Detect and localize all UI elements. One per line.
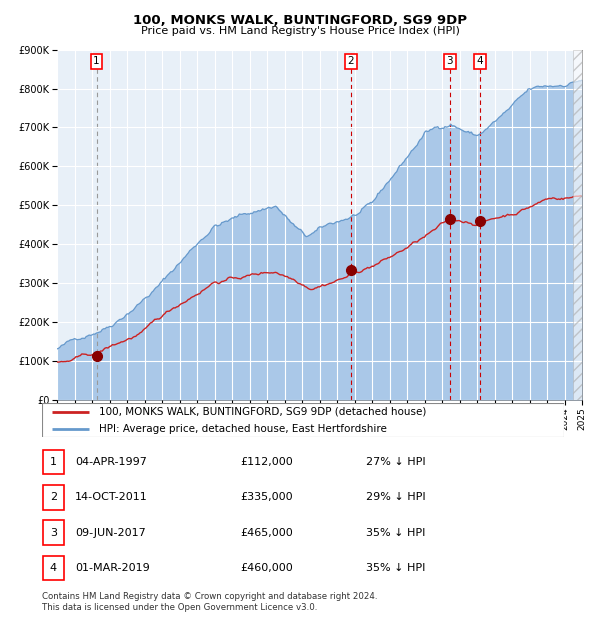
Text: £112,000: £112,000 (240, 457, 293, 467)
Text: 2: 2 (347, 56, 354, 66)
Text: £465,000: £465,000 (240, 528, 293, 538)
Text: 27% ↓ HPI: 27% ↓ HPI (366, 457, 425, 467)
Text: 100, MONKS WALK, BUNTINGFORD, SG9 9DP: 100, MONKS WALK, BUNTINGFORD, SG9 9DP (133, 14, 467, 27)
Bar (573, 50, 582, 400)
Text: 35% ↓ HPI: 35% ↓ HPI (366, 528, 425, 538)
Text: 3: 3 (50, 528, 57, 538)
Text: 4: 4 (476, 56, 483, 66)
Text: 29% ↓ HPI: 29% ↓ HPI (366, 492, 425, 502)
Text: Contains HM Land Registry data © Crown copyright and database right 2024.
This d: Contains HM Land Registry data © Crown c… (42, 592, 377, 611)
Text: 04-APR-1997: 04-APR-1997 (75, 457, 147, 467)
Text: 1: 1 (50, 457, 57, 467)
Text: 09-JUN-2017: 09-JUN-2017 (75, 528, 146, 538)
Text: 14-OCT-2011: 14-OCT-2011 (75, 492, 148, 502)
Text: Price paid vs. HM Land Registry's House Price Index (HPI): Price paid vs. HM Land Registry's House … (140, 26, 460, 36)
Text: 01-MAR-2019: 01-MAR-2019 (75, 563, 150, 573)
Text: 2: 2 (50, 492, 57, 502)
Text: £460,000: £460,000 (240, 563, 293, 573)
Text: HPI: Average price, detached house, East Hertfordshire: HPI: Average price, detached house, East… (100, 423, 387, 433)
Text: 100, MONKS WALK, BUNTINGFORD, SG9 9DP (detached house): 100, MONKS WALK, BUNTINGFORD, SG9 9DP (d… (100, 407, 427, 417)
Text: 1: 1 (93, 56, 100, 66)
Text: 3: 3 (446, 56, 453, 66)
Text: 4: 4 (50, 563, 57, 573)
Text: 35% ↓ HPI: 35% ↓ HPI (366, 563, 425, 573)
Text: £335,000: £335,000 (240, 492, 293, 502)
